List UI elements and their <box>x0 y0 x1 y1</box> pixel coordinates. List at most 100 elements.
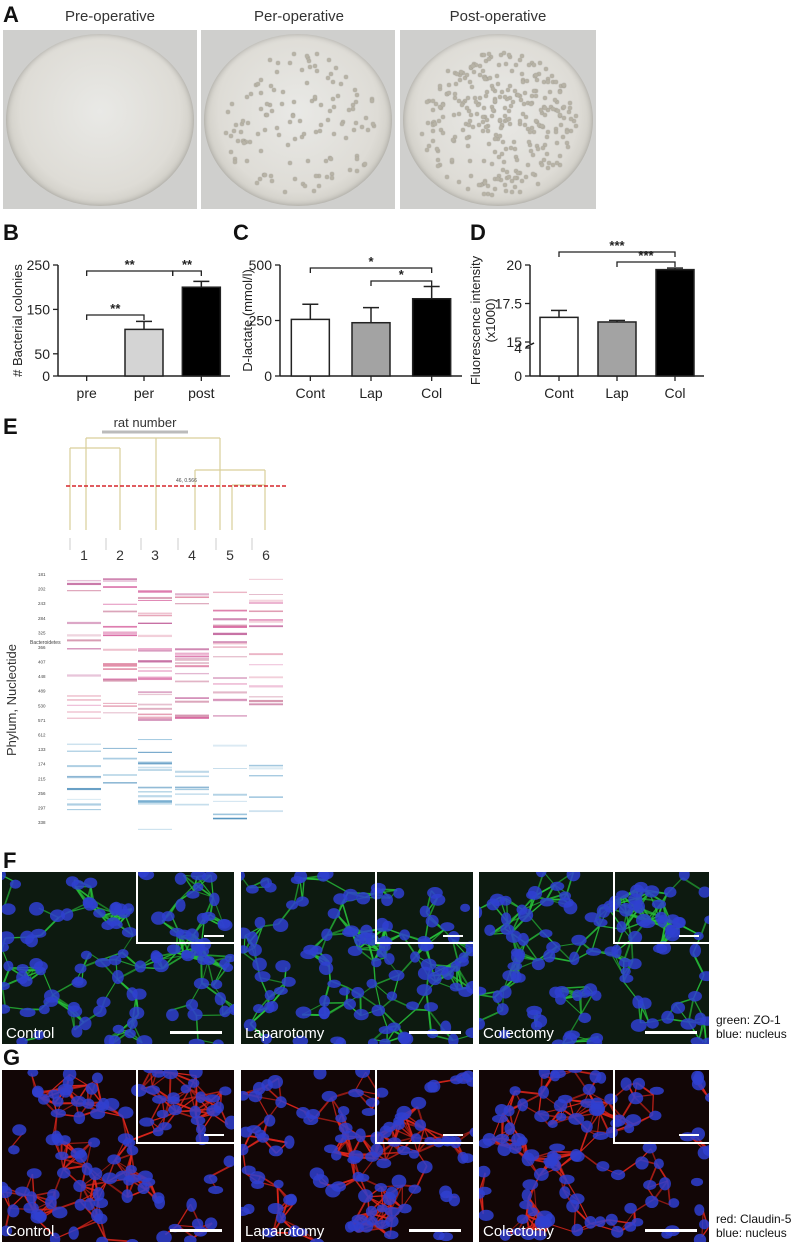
dgge-band <box>175 657 209 659</box>
bacterial-colony <box>486 141 491 146</box>
nucleus <box>2 1225 13 1237</box>
bacterial-colony <box>489 162 494 167</box>
bacterial-colony <box>317 128 322 133</box>
chart-fluorescence-intensity: 0 415 17.5 20 Fluorescence intensity (x1000) C… <box>468 240 704 401</box>
bacterial-colony <box>461 100 466 105</box>
nucleus <box>264 989 276 1001</box>
bacterial-colony <box>501 167 506 172</box>
nucleus <box>92 1187 105 1202</box>
micrograph-image <box>2 872 234 1044</box>
bacterial-colony <box>483 125 488 130</box>
nucleus <box>19 1007 36 1018</box>
bacterial-colony <box>562 82 567 87</box>
nucleus <box>317 872 330 882</box>
micrograph-label: Colectomy <box>483 1223 554 1240</box>
bacterial-colony <box>465 135 470 140</box>
nucleus <box>592 1131 609 1140</box>
bacterial-colony <box>507 174 512 179</box>
x-tick-label: per <box>134 385 155 401</box>
bacterial-colony <box>523 115 528 120</box>
nucleus <box>697 1146 709 1160</box>
nucleus <box>252 957 267 971</box>
bacterial-colony <box>438 104 443 109</box>
bacterial-colony <box>270 179 275 184</box>
significance-label: ** <box>182 257 193 272</box>
nucleus <box>527 886 543 900</box>
nucleus <box>214 992 226 1006</box>
nucleus <box>245 884 259 894</box>
bacterial-colony <box>533 88 538 93</box>
dgge-band <box>103 631 137 633</box>
nucleus <box>167 1092 180 1102</box>
bacterial-colony <box>535 77 540 82</box>
nucleus <box>343 888 358 902</box>
bacterial-colony <box>432 119 437 124</box>
bacterial-colony <box>508 121 513 126</box>
y-tick-label: 0 <box>514 368 522 384</box>
bacterial-colony <box>430 123 435 128</box>
nucleus <box>2 1004 11 1014</box>
nucleus <box>187 1078 200 1088</box>
bacterial-colony <box>435 158 440 163</box>
bacterial-colony <box>465 95 470 100</box>
bacterial-colony <box>315 68 320 73</box>
bacterial-colony <box>540 123 545 128</box>
dgge-band <box>67 634 101 637</box>
nucleus <box>578 989 591 998</box>
bacterial-colony <box>547 90 552 95</box>
nucleus <box>376 1204 388 1213</box>
dgge-band <box>249 599 283 602</box>
legend-g-claudin: red: Claudin-5 <box>716 1212 792 1226</box>
cell-border <box>687 998 695 1023</box>
dgge-band <box>175 593 209 596</box>
nucleus <box>384 953 395 965</box>
plate-title-per: Per-operative <box>253 8 345 25</box>
bacterial-colony <box>463 98 468 103</box>
bacterial-colony <box>529 61 534 66</box>
bacterial-colony <box>479 53 484 58</box>
bacterial-colony <box>258 177 263 182</box>
bacterial-colony <box>299 67 304 72</box>
nucleus <box>126 1145 139 1156</box>
bacterial-colony <box>461 71 466 76</box>
bacterial-colony <box>512 88 517 93</box>
bacterial-colony <box>529 94 534 98</box>
bacterial-colony <box>527 139 532 144</box>
bacterial-colony <box>480 69 485 74</box>
dgge-band <box>213 632 247 636</box>
nucleus <box>371 1004 386 1017</box>
nucleus <box>440 922 455 932</box>
nucleus <box>296 1106 310 1119</box>
nucleus <box>668 1198 680 1208</box>
nucleus <box>690 1036 704 1044</box>
bacterial-colony <box>327 108 332 113</box>
bacterial-colony <box>518 93 523 98</box>
bacterial-colony <box>452 134 457 139</box>
bacterial-colony <box>526 162 531 167</box>
nucleus <box>616 890 629 899</box>
dgge-band <box>138 713 172 716</box>
nucleus <box>533 1230 547 1241</box>
bacterial-colony <box>265 113 270 118</box>
nucleus <box>190 872 207 881</box>
bacterial-colony <box>333 66 338 71</box>
nucleus <box>566 872 581 882</box>
bacterial-colony <box>542 80 547 85</box>
bacterial-colony <box>521 111 526 116</box>
bacterial-colony <box>504 170 509 175</box>
bacterial-colony <box>292 136 297 141</box>
dgge-band <box>175 603 209 605</box>
dgge-band <box>103 664 137 667</box>
micrograph-label: Laparotomy <box>245 1025 325 1042</box>
nucleus <box>527 1207 538 1217</box>
bacterial-colony <box>572 118 577 123</box>
nucleus <box>701 1037 709 1044</box>
bacterial-colony <box>258 107 263 112</box>
nucleus <box>33 1030 45 1040</box>
bacterial-colony <box>424 147 429 152</box>
nucleus <box>584 1216 597 1229</box>
nucleus <box>517 932 529 946</box>
bacterial-colony <box>463 121 468 126</box>
nucleus <box>47 1188 60 1201</box>
bacterial-colony <box>507 108 512 113</box>
